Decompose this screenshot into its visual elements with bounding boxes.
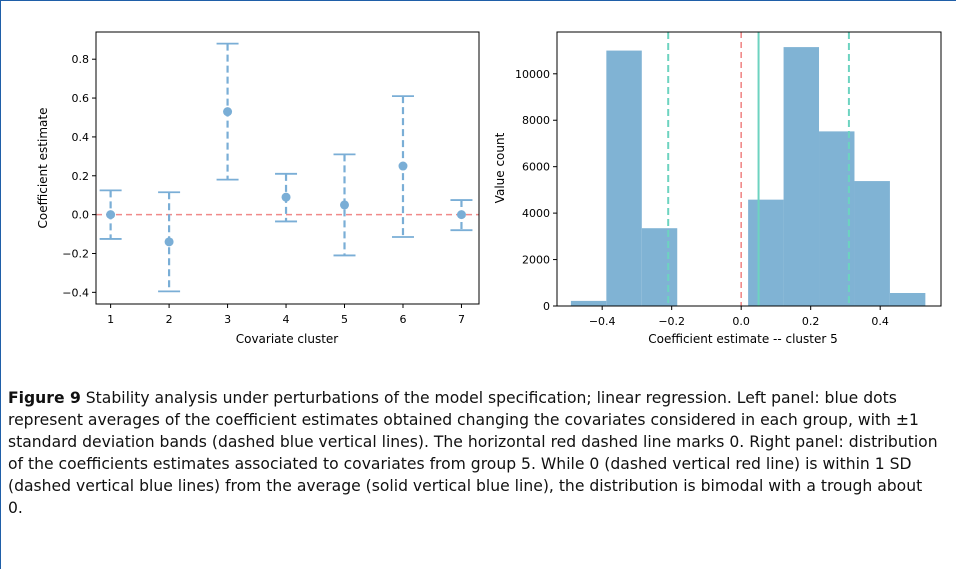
left-ylabel: Coefficient estimate [36, 108, 50, 229]
left-xtick-label: 6 [399, 313, 406, 326]
right-ytick-label: 6000 [522, 161, 550, 174]
left-xlabel: Covariate cluster [236, 332, 339, 346]
right-histogram-bar [748, 199, 784, 306]
right-histogram-bar [854, 181, 890, 306]
right-histogram-bar [783, 47, 820, 306]
left-ytick-label: −0.2 [62, 247, 89, 260]
left-ytick-label: 0.0 [72, 209, 90, 222]
left-mean-point [164, 237, 174, 247]
right-xtick-label: 0.4 [871, 315, 889, 328]
right-histogram-chart: −0.4 −0.2 0.0 0.2 0.40200040006000800010000 … [493, 31, 942, 346]
right-plot-frame [556, 31, 942, 307]
left-ytick-label: −0.4 [62, 286, 89, 299]
left-xtick-label: 4 [283, 313, 290, 326]
right-histogram-bar [606, 50, 642, 307]
left-xtick-label: 1 [107, 313, 114, 326]
caption-text: Stability analysis under perturbations o… [8, 389, 938, 517]
left-ytick-label: 0.6 [72, 92, 90, 105]
left-xtick-label: 3 [224, 313, 231, 326]
left-ytick-label: 0.4 [72, 131, 90, 144]
right-xtick-label: 0.0 [732, 315, 750, 328]
left-xtick-label: 2 [166, 313, 173, 326]
left-mean-point [456, 210, 466, 220]
left-mean-point [340, 200, 350, 210]
right-histogram-bar [570, 300, 607, 306]
right-histogram-bar [889, 292, 926, 306]
left-errorbar-chart: 1 2 3 4 5 6 7 −0.4 −0.2 0.0 0.2 0.4 0.6 0.8 Covariate… [36, 31, 480, 346]
left-mean-point [223, 107, 233, 117]
right-xtick-label: −0.4 [589, 315, 616, 328]
right-ytick-label: 10000 [515, 68, 550, 81]
right-xlabel: Coefficient estimate -- cluster 5 [648, 332, 838, 346]
left-xtick-label: 7 [458, 313, 465, 326]
left-ytick-label: 0.2 [72, 170, 90, 183]
frame-top-border [0, 0, 956, 1]
left-xtick-label: 5 [341, 313, 348, 326]
right-ytick-label: 4000 [522, 207, 550, 220]
right-xtick-label: −0.2 [658, 315, 685, 328]
figure-caption: Figure 9 Stability analysis under pertur… [8, 387, 938, 519]
right-ytick-label: 0 [543, 300, 550, 313]
left-ytick-label: 0.8 [72, 53, 90, 66]
right-ytick-label: 2000 [522, 254, 550, 267]
right-ylabel: Value count [493, 132, 507, 203]
left-plot-frame [95, 31, 480, 305]
right-ytick-label: 8000 [522, 114, 550, 127]
frame-left-border [0, 0, 1, 569]
caption-label: Figure 9 [8, 389, 81, 407]
left-mean-point [281, 192, 291, 202]
left-mean-point [398, 161, 408, 171]
right-histogram-bar [641, 228, 678, 306]
right-xtick-label: 0.2 [802, 315, 820, 328]
left-mean-point [106, 210, 116, 220]
